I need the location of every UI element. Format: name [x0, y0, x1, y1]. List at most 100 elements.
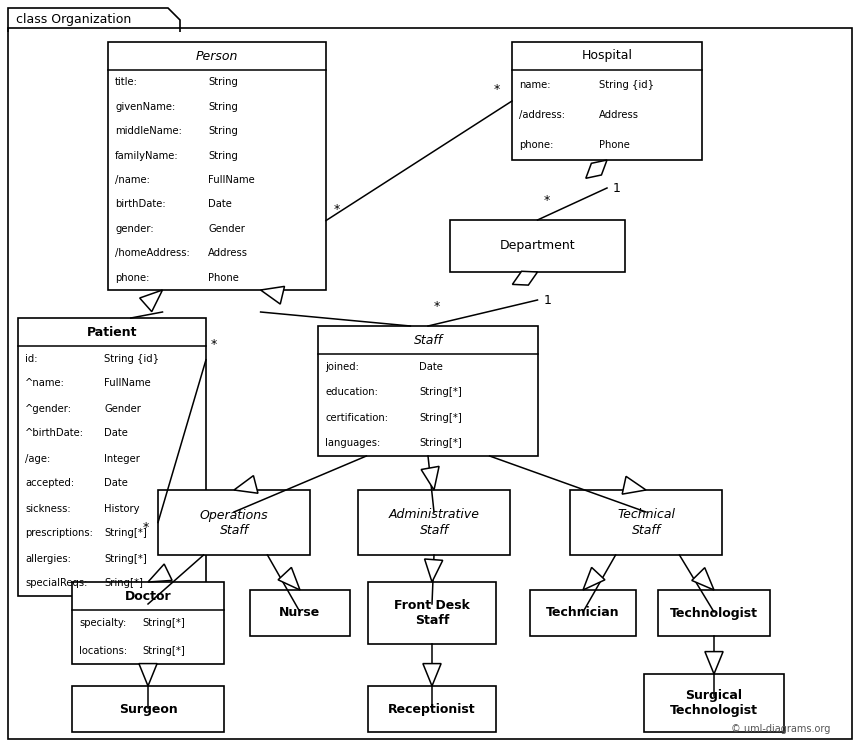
Text: id:: id:	[25, 353, 38, 364]
Text: Surgical
Technologist: Surgical Technologist	[670, 689, 758, 717]
Text: name:: name:	[519, 80, 550, 90]
Text: Nurse: Nurse	[280, 607, 321, 619]
Text: Address: Address	[599, 110, 639, 120]
Text: Gender: Gender	[104, 403, 141, 414]
Text: *: *	[434, 300, 440, 313]
Polygon shape	[139, 663, 157, 686]
Polygon shape	[583, 568, 605, 590]
Text: String: String	[208, 77, 238, 87]
Text: *: *	[334, 202, 341, 216]
Bar	[72, 686, 224, 732]
Polygon shape	[586, 160, 607, 179]
Text: /age:: /age:	[25, 453, 50, 463]
Text: accepted:: accepted:	[25, 479, 74, 489]
Text: birthDate:: birthDate:	[115, 199, 166, 209]
Bar	[450, 220, 625, 272]
Text: String: String	[208, 151, 238, 161]
Text: FullName: FullName	[208, 175, 255, 185]
Text: Date: Date	[208, 199, 232, 209]
Text: Department: Department	[500, 240, 575, 252]
Bar	[72, 582, 224, 664]
Text: Integer: Integer	[104, 453, 140, 463]
Text: String[*]: String[*]	[419, 438, 462, 448]
Polygon shape	[278, 568, 300, 590]
Text: String: String	[208, 126, 238, 136]
Text: Sring[*]: Sring[*]	[104, 578, 144, 589]
Text: *: *	[211, 338, 218, 350]
Bar	[250, 590, 350, 636]
Text: Administrative
Staff: Administrative Staff	[389, 509, 480, 536]
Text: String {id}: String {id}	[104, 353, 160, 364]
Text: Date: Date	[419, 362, 443, 372]
Polygon shape	[513, 271, 538, 285]
Polygon shape	[261, 286, 285, 304]
Text: ^gender:: ^gender:	[25, 403, 72, 414]
Bar	[18, 318, 206, 596]
Text: History: History	[104, 503, 140, 513]
Bar	[318, 326, 538, 456]
Text: *: *	[494, 83, 501, 96]
Text: *: *	[143, 521, 150, 533]
Bar	[368, 686, 496, 732]
Text: sickness:: sickness:	[25, 503, 71, 513]
Bar	[658, 590, 770, 636]
Text: Hospital: Hospital	[581, 49, 632, 63]
Text: Surgeon: Surgeon	[119, 702, 177, 716]
Text: Technologist: Technologist	[670, 607, 758, 619]
Text: *: *	[544, 194, 550, 207]
Text: Patient: Patient	[87, 326, 138, 338]
Text: ^birthDate:: ^birthDate:	[25, 429, 84, 438]
Text: © uml-diagrams.org: © uml-diagrams.org	[731, 724, 830, 734]
Bar	[512, 42, 702, 160]
Polygon shape	[139, 290, 163, 311]
Text: Doctor: Doctor	[125, 589, 171, 603]
Text: education:: education:	[325, 387, 378, 397]
Bar	[368, 582, 496, 644]
Text: phone:: phone:	[519, 140, 553, 150]
Text: String[*]: String[*]	[142, 619, 185, 628]
Text: Address: Address	[208, 248, 249, 258]
Text: Technician: Technician	[546, 607, 620, 619]
Bar	[570, 490, 722, 555]
Text: familyName:: familyName:	[115, 151, 179, 161]
Polygon shape	[691, 568, 714, 590]
Text: String[*]: String[*]	[142, 645, 185, 656]
Text: Gender: Gender	[208, 224, 245, 234]
Text: givenName:: givenName:	[115, 102, 175, 111]
Polygon shape	[622, 477, 646, 494]
Text: locations:: locations:	[79, 645, 127, 656]
Text: 1: 1	[613, 182, 621, 195]
Polygon shape	[234, 476, 258, 493]
Text: String[*]: String[*]	[419, 387, 462, 397]
Text: Front Desk
Staff: Front Desk Staff	[394, 599, 470, 627]
Text: allergies:: allergies:	[25, 554, 71, 563]
Bar	[530, 590, 636, 636]
Polygon shape	[705, 651, 723, 674]
Text: specialReqs:: specialReqs:	[25, 578, 88, 589]
Text: 1: 1	[544, 294, 551, 307]
Text: gender:: gender:	[115, 224, 154, 234]
Text: /homeAddress:: /homeAddress:	[115, 248, 190, 258]
Text: joined:: joined:	[325, 362, 359, 372]
Polygon shape	[423, 663, 441, 686]
Bar	[108, 42, 326, 290]
Polygon shape	[425, 559, 443, 582]
Text: String: String	[208, 102, 238, 111]
Bar	[644, 674, 784, 732]
Text: Receptionist: Receptionist	[388, 702, 476, 716]
Text: Date: Date	[104, 479, 128, 489]
Text: Date: Date	[104, 429, 128, 438]
Text: title:: title:	[115, 77, 138, 87]
Polygon shape	[148, 564, 172, 582]
Text: String[*]: String[*]	[104, 528, 147, 539]
Text: Operations
Staff: Operations Staff	[200, 509, 268, 536]
Bar	[358, 490, 510, 555]
Polygon shape	[421, 466, 439, 490]
Text: Phone: Phone	[208, 273, 239, 283]
Text: class Organization: class Organization	[16, 13, 132, 26]
Text: ^name:: ^name:	[25, 379, 64, 388]
Text: /name:: /name:	[115, 175, 150, 185]
Text: languages:: languages:	[325, 438, 380, 448]
Text: specialty:: specialty:	[79, 619, 126, 628]
Text: FullName: FullName	[104, 379, 151, 388]
